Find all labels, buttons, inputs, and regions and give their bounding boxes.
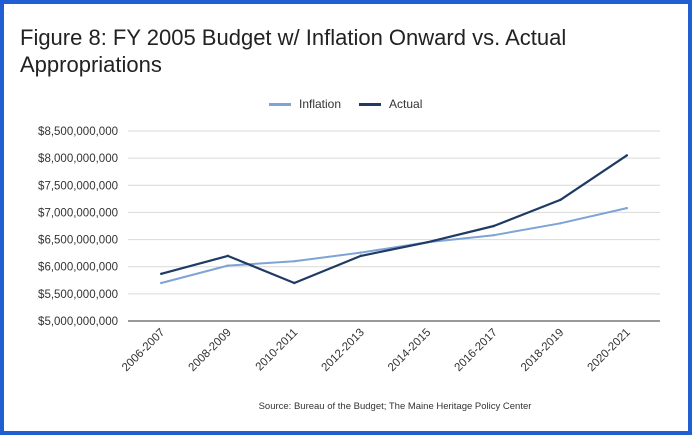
y-tick-label: $6,500,000,000 bbox=[38, 235, 118, 247]
chart-source: Source: Bureau of the Budget; The Maine … bbox=[258, 401, 532, 412]
data-point-inflation bbox=[160, 281, 163, 285]
y-tick-label: $7,000,000,000 bbox=[38, 207, 118, 219]
y-tick-label: $8,000,000,000 bbox=[38, 153, 118, 165]
data-point-inflation bbox=[359, 251, 362, 254]
chart-title: Figure 8: FY 2005 Budget w/ Inflation On… bbox=[20, 25, 567, 77]
x-tick-label: 2010-2011 bbox=[254, 327, 301, 374]
x-tick-label: 2012-2013 bbox=[319, 327, 366, 374]
legend-label-actual: Actual bbox=[389, 97, 423, 111]
x-tick-label: 2020-2021 bbox=[585, 327, 632, 374]
data-point-inflation bbox=[625, 206, 628, 210]
y-tick-label: $7,500,000,000 bbox=[38, 180, 118, 192]
x-tick-label: 2006-2007 bbox=[120, 327, 167, 374]
y-tick-label: $5,500,000,000 bbox=[38, 289, 118, 301]
legend-item-actual: Actual bbox=[359, 97, 422, 111]
chart-legend: Inflation Actual bbox=[269, 97, 422, 111]
x-tick-label: 2014-2015 bbox=[386, 327, 433, 374]
data-point-inflation bbox=[226, 264, 229, 267]
y-tick-label: $8,500,000,000 bbox=[38, 126, 118, 138]
series-line-inflation bbox=[160, 207, 628, 284]
x-tick-label: 2016-2017 bbox=[452, 327, 499, 374]
data-point-actual bbox=[625, 154, 628, 157]
x-tick-label: 2008-2009 bbox=[186, 327, 233, 374]
data-point-inflation bbox=[559, 222, 562, 225]
data-point-actual bbox=[492, 224, 495, 228]
series-line-actual bbox=[160, 154, 628, 285]
legend-swatch-actual bbox=[359, 102, 382, 106]
data-point-actual bbox=[559, 198, 562, 202]
data-point-inflation bbox=[492, 234, 495, 237]
data-point-actual bbox=[226, 254, 229, 258]
data-point-actual bbox=[359, 254, 362, 258]
legend-item-inflation: Inflation bbox=[269, 97, 341, 111]
x-tick-label: 2018-2019 bbox=[519, 327, 566, 374]
y-tick-label: $6,000,000,000 bbox=[38, 262, 118, 274]
data-point-actual bbox=[160, 272, 163, 275]
legend-label-inflation: Inflation bbox=[299, 97, 342, 111]
data-point-actual bbox=[426, 241, 429, 244]
data-point-actual bbox=[293, 281, 296, 285]
y-tick-label: $5,000,000,000 bbox=[38, 316, 118, 328]
data-point-inflation bbox=[293, 260, 296, 263]
legend-swatch-inflation bbox=[269, 102, 291, 106]
